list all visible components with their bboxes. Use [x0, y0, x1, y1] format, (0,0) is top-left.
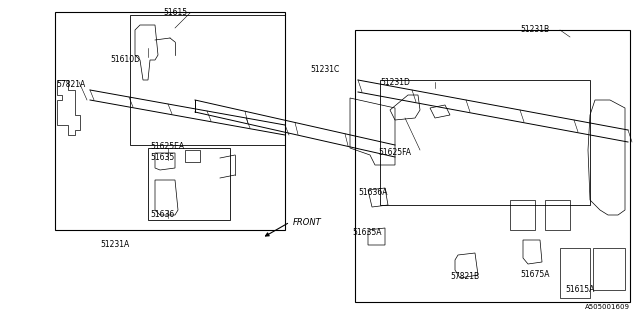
- Text: 51231A: 51231A: [100, 240, 129, 249]
- Text: 51231D: 51231D: [380, 78, 410, 87]
- Text: 51615: 51615: [163, 8, 187, 17]
- Text: 51231C: 51231C: [310, 65, 339, 74]
- Bar: [355, 30, 630, 302]
- Text: 51635A: 51635A: [352, 228, 381, 237]
- Text: 51636: 51636: [150, 210, 174, 219]
- Text: 51635: 51635: [150, 153, 174, 162]
- Bar: [130, 15, 285, 145]
- Text: 51610D: 51610D: [110, 55, 140, 64]
- Text: 51615A: 51615A: [565, 285, 595, 294]
- Text: 51231B: 51231B: [520, 25, 549, 34]
- Text: FRONT: FRONT: [293, 218, 322, 227]
- Text: 51625FA: 51625FA: [378, 148, 411, 157]
- Bar: [593, 248, 625, 290]
- Bar: [545, 200, 570, 230]
- Bar: [510, 200, 535, 230]
- Text: 57821A: 57821A: [56, 80, 85, 89]
- Bar: [148, 148, 230, 220]
- Text: 51625EA: 51625EA: [150, 142, 184, 151]
- Bar: [560, 248, 590, 298]
- Text: 51636A: 51636A: [358, 188, 387, 197]
- Bar: [55, 12, 285, 230]
- Text: A505001609: A505001609: [585, 304, 630, 310]
- Bar: [380, 80, 590, 205]
- Text: 51675A: 51675A: [520, 270, 550, 279]
- Text: 57821B: 57821B: [450, 272, 479, 281]
